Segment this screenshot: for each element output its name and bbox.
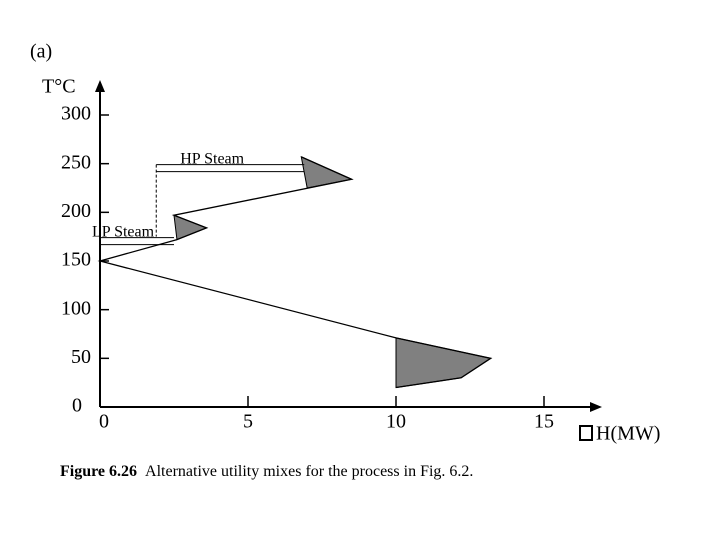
pocket: [300, 156, 354, 189]
utility-label: LP Steam: [92, 223, 155, 240]
caption-text: Alternative utility mixes for the proces…: [145, 463, 473, 480]
pocket: [173, 214, 208, 241]
x-tick-label: 10: [386, 411, 406, 433]
y-tick-label: 200: [61, 200, 91, 222]
x-tick-label: 15: [534, 411, 554, 433]
x-label-glyph: [579, 425, 593, 441]
x-tick-label: 5: [243, 411, 253, 433]
grand-composite-curve: [97, 156, 493, 389]
caption-number: Figure 6.26: [60, 463, 137, 480]
y-tick-label: 50: [71, 346, 91, 368]
y-tick-label: 0: [72, 395, 82, 417]
y-axis-label: T°C: [42, 76, 76, 98]
y-tick-label: 250: [61, 151, 91, 173]
x-axis-arrow: [590, 402, 602, 412]
y-axis-arrow: [95, 80, 105, 92]
y-tick-label: 300: [61, 103, 91, 125]
caption: Figure 6.26 Alternative utility mixes for…: [60, 463, 473, 480]
y-tick-label: 150: [61, 249, 91, 271]
panel-label: (a): [30, 41, 52, 63]
x-axis-label: H(MW): [596, 423, 660, 445]
x-tick-label: 0: [99, 411, 109, 433]
utility-label: HP Steam: [180, 150, 244, 167]
y-tick-label: 100: [61, 297, 91, 319]
